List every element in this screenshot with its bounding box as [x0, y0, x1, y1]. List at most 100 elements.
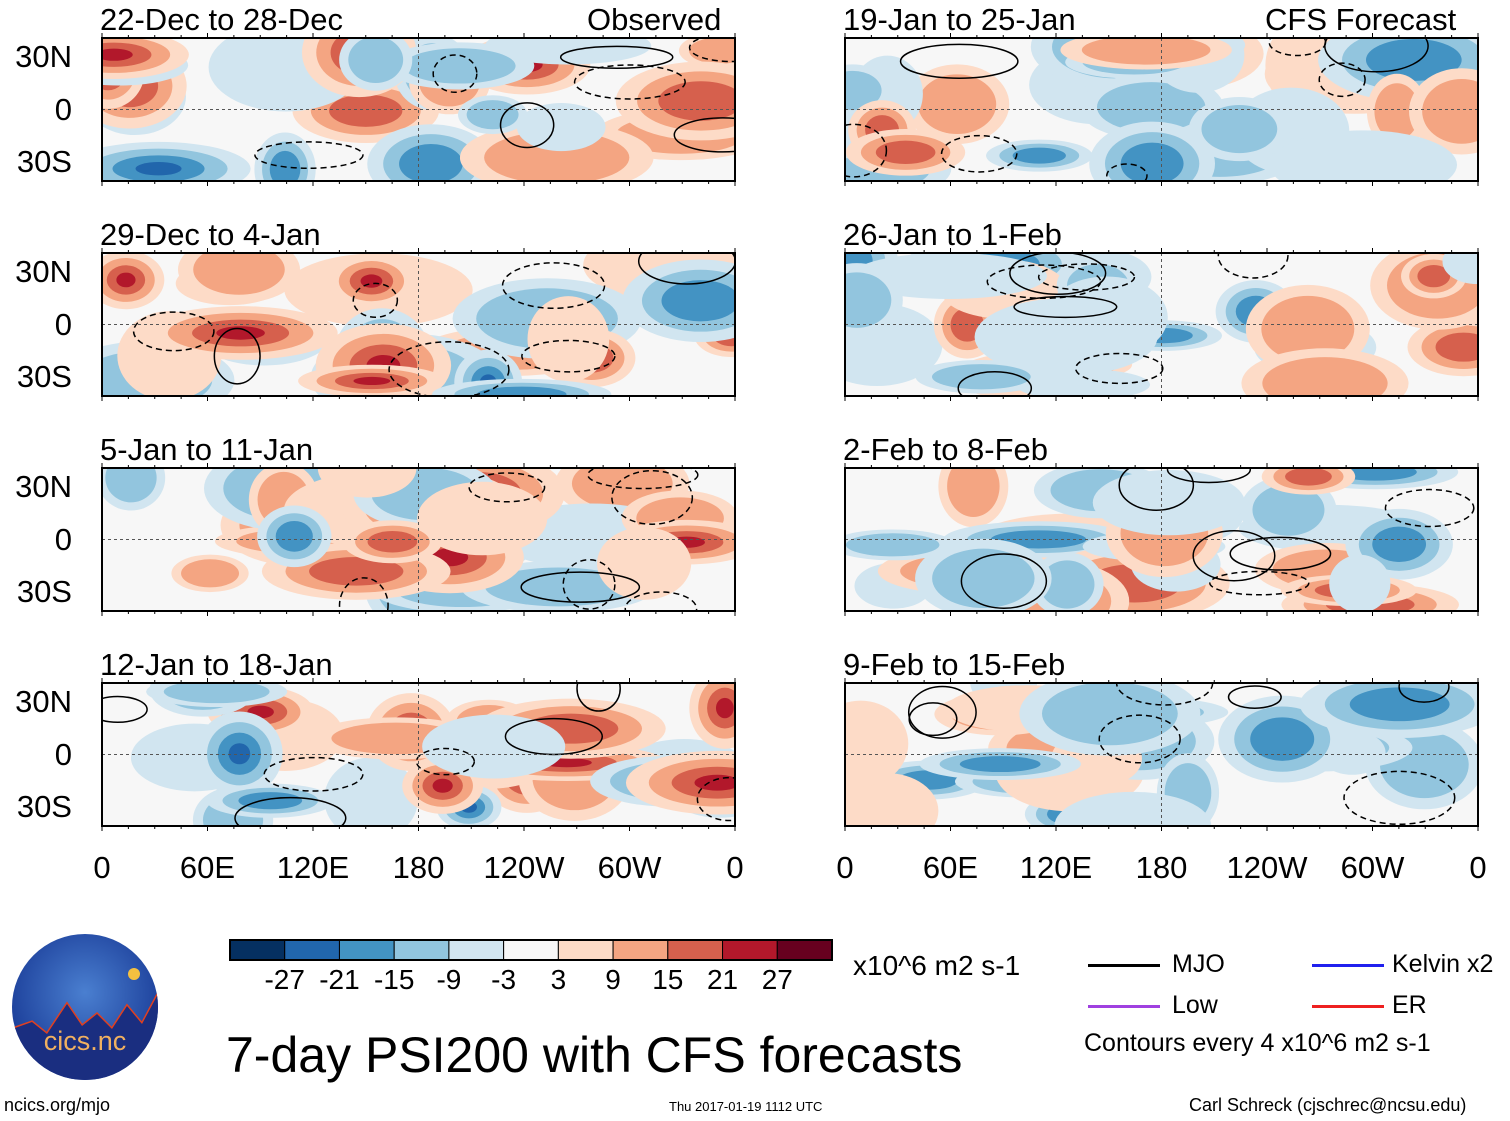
- lat-label: 30S: [16, 789, 72, 825]
- negative-anomaly: [1012, 147, 1066, 164]
- mjo-contour: [1098, 714, 1181, 764]
- positive-anomaly: [360, 274, 383, 288]
- mjo-contour: [960, 553, 1048, 609]
- positive-anomaly: [1422, 78, 1478, 144]
- positive-anomaly: [1261, 295, 1355, 362]
- contour-note: Contours every 4 x10^6 m2 s-1: [1084, 1029, 1431, 1057]
- positive-anomaly: [947, 468, 1000, 517]
- lon-label: 60E: [922, 850, 979, 885]
- mjo-contour: [234, 796, 347, 826]
- colorbar-label: 15: [652, 964, 684, 995]
- mjo-contour: [388, 341, 510, 396]
- negative-anomaly: [1329, 554, 1391, 611]
- mjo-contour: [957, 371, 1033, 396]
- map-panel: [844, 678, 1479, 831]
- negative-anomaly: [476, 386, 567, 396]
- panel-title: 22-Dec to 28-Dec: [100, 2, 343, 37]
- mjo-contour: [587, 468, 699, 490]
- lat-label: 0: [54, 91, 72, 127]
- mjo-contour: [688, 38, 735, 63]
- forecast-label: CFS Forecast: [1265, 2, 1457, 37]
- lon-label: 60W: [1340, 850, 1405, 885]
- negative-anomaly: [1120, 142, 1184, 181]
- negative-anomaly: [1039, 560, 1095, 609]
- negative-anomaly: [1201, 105, 1278, 154]
- mjo-contour: [1106, 163, 1148, 181]
- negative-anomaly: [931, 364, 1031, 390]
- mjo-contour: [1318, 62, 1366, 98]
- legend-low-line: [1088, 1005, 1160, 1008]
- positive-anomaly: [181, 559, 240, 588]
- positive-anomaly: [1262, 357, 1388, 396]
- colorbar-label: 9: [605, 964, 621, 995]
- colorbar-units: x10^6 m2 s-1: [853, 950, 1021, 981]
- colorbar-label: 27: [761, 964, 793, 995]
- colorbar-swatch: [667, 939, 724, 961]
- negative-anomaly: [845, 272, 892, 328]
- mjo-contour: [673, 117, 735, 153]
- colorbar-label: -3: [491, 964, 517, 995]
- negative-anomaly: [845, 70, 882, 111]
- lon-label: 0: [1469, 850, 1487, 885]
- panel-title: 26-Jan to 1-Feb: [843, 217, 1062, 252]
- lon-label: 0: [836, 850, 854, 885]
- lon-label: 60W: [597, 850, 662, 885]
- lon-label: 120W: [1226, 850, 1308, 885]
- mjo-contour: [338, 577, 389, 611]
- positive-anomaly: [353, 376, 391, 386]
- negative-anomaly: [1096, 82, 1206, 132]
- positive-anomaly: [694, 774, 735, 791]
- panel-title: 9-Feb to 15-Feb: [843, 647, 1066, 682]
- negative-anomaly: [932, 548, 1035, 609]
- map-panel: [101, 678, 736, 831]
- negative-anomaly: [1054, 791, 1212, 826]
- mjo-contour: [254, 141, 364, 170]
- mjo-contour: [908, 702, 958, 737]
- lon-label: 120W: [483, 850, 565, 885]
- negative-anomaly: [269, 150, 301, 181]
- negative-anomaly: [403, 48, 516, 84]
- colorbar-label: 21: [706, 964, 739, 995]
- colorbar-label: 3: [550, 964, 567, 995]
- map-panel: [844, 463, 1479, 616]
- lat-label: 30N: [15, 468, 72, 504]
- colorbar-swatch: [338, 939, 395, 961]
- colorbar-swatch: [722, 939, 778, 961]
- lon-label: 180: [1135, 850, 1188, 885]
- positive-anomaly: [845, 700, 909, 787]
- panel-title: 29-Dec to 4-Jan: [100, 217, 321, 252]
- map-panel: [101, 33, 736, 186]
- mjo-contour: [696, 776, 735, 822]
- colorbar-label: -21: [319, 964, 360, 995]
- logo-text: cics.nc: [43, 1026, 127, 1056]
- negative-anomaly: [163, 683, 270, 704]
- negative-anomaly: [228, 743, 251, 765]
- positive-anomaly: [1374, 83, 1420, 140]
- mjo-contour: [102, 695, 148, 723]
- lon-label: 120E: [276, 850, 350, 885]
- mjo-contour: [1343, 770, 1456, 825]
- negative-anomaly: [1349, 687, 1450, 722]
- lat-label: 30N: [15, 253, 72, 289]
- lon-label: 0: [726, 850, 744, 885]
- negative-anomaly: [485, 567, 632, 607]
- positive-anomaly: [597, 527, 692, 600]
- map-panel: [844, 33, 1479, 186]
- figure-title: 7-day PSI200 with CFS forecasts: [226, 1027, 963, 1083]
- footer-author: Carl Schreck (cjschrec@ncsu.edu): [1189, 1095, 1467, 1115]
- negative-anomaly: [466, 100, 519, 130]
- colorbar-label: -27: [264, 964, 305, 995]
- positive-anomaly: [317, 468, 417, 498]
- mjo-contour: [1398, 683, 1450, 703]
- positive-anomaly: [116, 272, 136, 288]
- mjo-contour: [468, 472, 546, 503]
- mjo-contour: [907, 685, 977, 739]
- footer-url[interactable]: ncics.org/mjo: [4, 1095, 111, 1115]
- map-panel: [101, 463, 736, 616]
- panel-title: 2-Feb to 8-Feb: [843, 432, 1049, 467]
- negative-anomaly: [661, 280, 735, 322]
- positive-anomaly: [329, 94, 403, 127]
- cics-logo: cics.nc: [12, 934, 158, 1080]
- mjo-contour: [559, 45, 674, 69]
- negative-anomaly: [275, 520, 313, 552]
